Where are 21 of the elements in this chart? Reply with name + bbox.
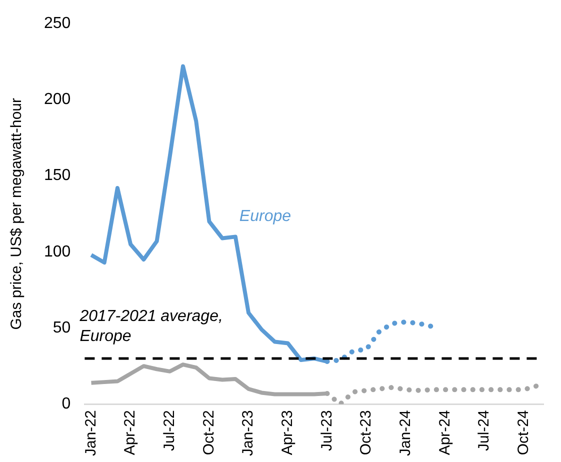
x-tick-label: Jul-22 [161,410,178,451]
x-tick-label: Jul-24 [476,410,493,451]
y-tick-label: 0 [62,396,71,413]
x-tick-label: Jan-23 [240,410,257,456]
x-tick-label: Apr-23 [278,410,296,456]
x-tick-label: Jul-23 [318,410,336,451]
series-label: Europe [239,208,292,226]
x-tick-label: Oct-22 [200,410,218,456]
x-tick-label: Apr-24 [436,410,454,456]
y-tick-label: 150 [44,167,71,184]
y-tick-label: 100 [44,243,71,260]
y-tick-label: 250 [44,15,71,32]
x-tick-label: Oct-23 [358,410,375,456]
x-tick-label: Jan-24 [396,410,414,456]
x-tick-label: Jan-22 [82,410,100,456]
y-tick-label: 200 [44,91,71,108]
y-axis-title: Gas price, US$ per megawatt-hour [8,98,26,330]
x-tick-label: Apr-22 [122,410,139,456]
x-tick-label: Oct-24 [514,410,532,456]
y-tick-label: 50 [52,319,71,336]
ref-line-label: 2017-2021 average, Europe [78,308,223,345]
